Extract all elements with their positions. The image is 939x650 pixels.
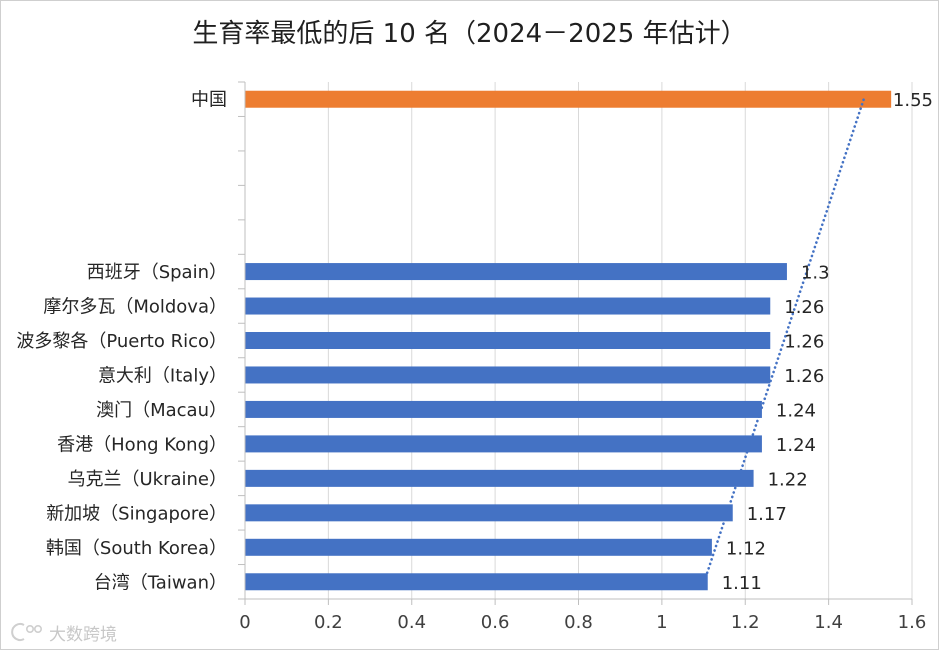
data-label-puerto-rico: 1.26	[784, 332, 824, 353]
data-label-south-korea: 1.12	[726, 538, 766, 559]
data-label-hong-kong: 1.24	[776, 435, 816, 456]
category-label-puerto-rico: 波多黎各（Puerto Rico）	[16, 331, 227, 352]
bar-highlight	[245, 90, 892, 108]
category-label-macau: 澳门（Macau）	[96, 400, 227, 421]
watermark-logo-icon	[11, 623, 42, 641]
category-label-spain: 西班牙（Spain）	[87, 262, 227, 283]
x-tick-label: 1	[656, 612, 667, 633]
trendline	[702, 97, 866, 584]
bar-puerto-rico	[245, 332, 771, 349]
data-label-moldova: 1.26	[784, 297, 824, 318]
trendline-group	[702, 97, 866, 584]
bar-macau	[245, 400, 762, 418]
bar-italy	[245, 366, 771, 384]
data-label-italy: 1.26	[784, 366, 824, 387]
watermark-text: 大数跨境	[49, 624, 117, 645]
category-label-moldova: 摩尔多瓦（Moldova）	[43, 297, 227, 318]
data-label-spain: 1.3	[801, 263, 830, 284]
data-label-taiwan: 1.11	[722, 573, 762, 594]
bar-singapore	[245, 504, 733, 522]
chart-title: 生育率最低的后 10 名（2024－2025 年估计）	[192, 19, 747, 49]
data-label-singapore: 1.17	[747, 504, 787, 525]
category-label-singapore: 新加坡（Singapore）	[46, 503, 227, 524]
x-tick-label: 1.6	[898, 612, 927, 633]
bar-moldova	[245, 297, 771, 315]
bar-hong-kong	[245, 435, 762, 453]
x-tick-label: 0.2	[314, 612, 343, 633]
bar-taiwan	[245, 573, 708, 591]
bar-spain	[245, 263, 787, 281]
watermark: 大数跨境	[11, 620, 117, 645]
axes	[238, 81, 913, 605]
category-label-ukraine: 乌克兰（Ukraine）	[67, 469, 227, 490]
x-tick-label: 1.2	[731, 612, 760, 633]
category-label-taiwan: 台湾（Taiwan）	[94, 572, 227, 593]
category-label-italy: 意大利（Italy）	[98, 365, 227, 386]
category-label-highlight: 中国	[191, 90, 227, 111]
data-label-ukraine: 1.22	[768, 469, 808, 490]
x-tick-label: 0.6	[481, 612, 510, 633]
x-tick-label: 0	[239, 612, 250, 633]
labels: 0 0.2 0.4 0.6 0.8 1 1.2 1.4 1.6 台湾（Taiwan） 1.11 韩国（…	[16, 90, 933, 633]
bar-ukraine	[245, 469, 754, 487]
bar-south-korea	[245, 538, 712, 556]
x-tick-label: 1.4	[814, 612, 843, 633]
data-label-highlight: 1.55	[893, 90, 933, 111]
category-label-south-korea: 韩国（South Korea）	[46, 538, 227, 559]
x-tick-label: 0.4	[397, 612, 426, 633]
data-label-macau: 1.24	[776, 400, 816, 421]
x-tick-label: 0.8	[564, 612, 593, 633]
category-label-hong-kong: 香港（Hong Kong）	[57, 434, 227, 455]
bars	[245, 90, 892, 591]
